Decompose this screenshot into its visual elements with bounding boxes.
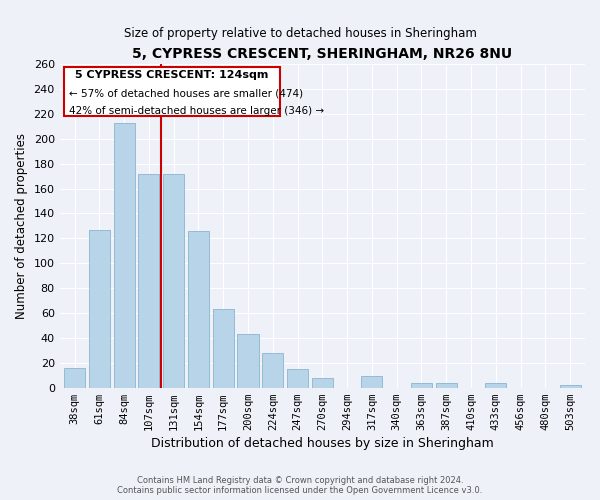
Title: 5, CYPRESS CRESCENT, SHERINGHAM, NR26 8NU: 5, CYPRESS CRESCENT, SHERINGHAM, NR26 8N…	[132, 48, 512, 62]
Bar	[411, 382, 432, 388]
FancyBboxPatch shape	[64, 66, 280, 116]
Bar	[287, 369, 308, 388]
Bar	[163, 174, 184, 388]
Bar	[139, 174, 160, 388]
Text: ← 57% of detached houses are smaller (474): ← 57% of detached houses are smaller (47…	[69, 89, 303, 99]
Bar	[212, 310, 234, 388]
Text: Contains HM Land Registry data © Crown copyright and database right 2024.
Contai: Contains HM Land Registry data © Crown c…	[118, 476, 482, 495]
X-axis label: Distribution of detached houses by size in Sheringham: Distribution of detached houses by size …	[151, 437, 494, 450]
Bar	[238, 334, 259, 388]
Bar	[436, 382, 457, 388]
Bar	[113, 122, 134, 388]
Text: 5 CYPRESS CRESCENT: 124sqm: 5 CYPRESS CRESCENT: 124sqm	[76, 70, 269, 81]
Bar	[64, 368, 85, 388]
Text: Size of property relative to detached houses in Sheringham: Size of property relative to detached ho…	[124, 28, 476, 40]
Bar	[262, 353, 283, 388]
Y-axis label: Number of detached properties: Number of detached properties	[15, 133, 28, 319]
Bar	[485, 382, 506, 388]
Bar	[89, 230, 110, 388]
Text: 42% of semi-detached houses are larger (346) →: 42% of semi-detached houses are larger (…	[69, 106, 324, 117]
Bar	[312, 378, 333, 388]
Bar	[560, 385, 581, 388]
Bar	[361, 376, 382, 388]
Bar	[188, 231, 209, 388]
